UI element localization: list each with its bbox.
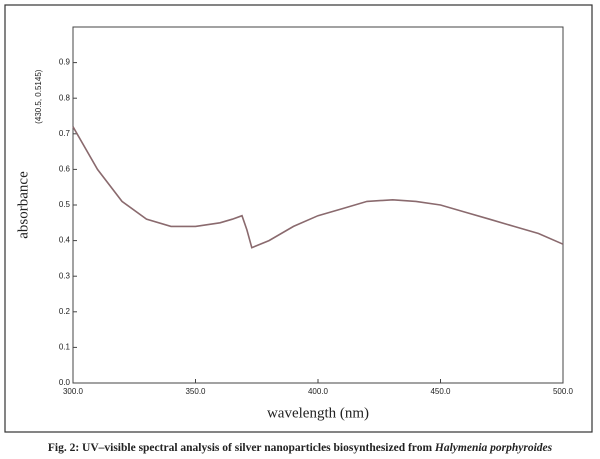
y-axis-label: absorbance xyxy=(15,171,31,239)
peak-annotation: (430.5, 0.5145) xyxy=(34,69,43,124)
plot-frame xyxy=(72,26,564,384)
caption-text: Fig. 2: UV–visible spectral analysis of … xyxy=(48,442,435,454)
y-tick-label: 0.8 xyxy=(59,93,71,102)
y-tick-label: 0.9 xyxy=(59,58,71,67)
spectrum-line xyxy=(72,126,564,249)
caption-species: Halymenia porphyroides xyxy=(434,442,553,454)
y-tick-label: 0.3 xyxy=(59,271,71,280)
x-tick-label: 450.0 xyxy=(430,387,451,396)
x-tick-label: 300.0 xyxy=(63,387,84,396)
y-tick-label: 0.4 xyxy=(59,236,71,245)
y-tick-label: 0.6 xyxy=(59,165,71,174)
y-tick-label: 0.1 xyxy=(59,343,71,352)
x-tick-label: 350.0 xyxy=(185,387,206,396)
x-tick-label: 400.0 xyxy=(308,387,329,396)
figure-border xyxy=(4,4,593,433)
x-tick-label: 500.0 xyxy=(553,387,574,396)
y-tick-label: 0.2 xyxy=(59,307,71,316)
caption: Fig. 2: UV–visible spectral analysis of … xyxy=(48,442,553,454)
x-axis-label: wavelength (nm) xyxy=(267,405,369,421)
y-tick-label: 0.7 xyxy=(59,129,71,138)
y-tick-label: 0.0 xyxy=(59,378,71,387)
y-tick-label: 0.5 xyxy=(59,200,71,209)
